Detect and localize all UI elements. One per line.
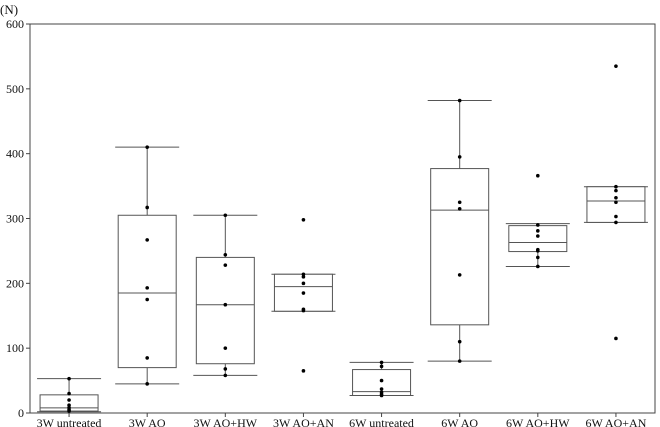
data-point [536,247,540,252]
box-series [37,100,648,413]
data-point [614,220,618,225]
data-point [457,206,462,211]
data-point [536,223,540,227]
data-point [614,195,618,200]
x-tick-label: 3W untreated [37,416,102,427]
data-point [614,200,618,205]
data-point [301,369,306,373]
data-point [536,264,540,269]
x-tick-label: 3W AO+AN [273,416,334,427]
data-point [457,200,462,205]
data-point [536,229,540,233]
data-point [145,356,149,360]
data-point [145,205,149,210]
data-point [145,238,149,242]
y-tick-label: 500 [6,82,24,96]
data-point [301,281,306,286]
y-tick-label: 100 [6,341,24,355]
y-tick-label: 0 [18,406,24,420]
data-point [457,98,462,103]
data-point [457,359,462,363]
data-point [379,390,384,395]
data-point [301,272,306,277]
data-point [223,213,228,218]
data-point [614,336,618,341]
x-tick-label: 6W AO+AN [585,416,646,427]
x-tick-label: 3W AO [129,416,166,427]
data-point [379,387,384,391]
data-point [614,64,618,68]
data-points [67,64,618,413]
data-point [379,360,384,365]
data-point [223,263,228,267]
box-3 [193,214,258,376]
data-point [67,376,71,381]
data-point [614,214,618,219]
x-tick-label: 6W untreated [349,416,414,427]
x-axis: 3W untreated 3W AO 3W AO+HW 3W AO+AN 6W untr… [37,413,647,427]
y-tick-label: 600 [6,17,24,31]
data-point [301,291,306,295]
data-point [614,184,618,189]
y-tick-label: 300 [6,212,24,226]
data-point [67,391,71,396]
data-point [223,253,228,257]
y-tick-label: 400 [6,147,24,161]
data-point [457,155,462,159]
data-point [536,255,540,260]
data-point [67,398,71,402]
data-point [457,339,462,344]
data-point [67,406,71,410]
data-point [457,273,462,277]
data-point [145,286,149,290]
y-tick-label: 200 [6,276,24,290]
data-point [301,307,306,312]
data-point [379,378,384,383]
x-tick-label: 6W AO+HW [506,416,570,427]
data-point [379,364,384,369]
box-2 [115,146,180,385]
x-tick-label: 3W AO+HW [194,416,258,427]
iqr-box [430,168,490,326]
data-point [223,302,228,307]
iqr-box [195,256,255,365]
data-point [145,145,149,149]
data-point [67,403,71,408]
data-point [536,173,540,178]
data-point [223,373,228,378]
y-axis: 0 100 200 300 400 500 600 [6,17,30,420]
y-axis-unit-label: (N) [0,2,18,17]
data-point [536,234,540,238]
data-point [145,382,149,386]
data-point [614,188,618,193]
data-point [145,297,149,302]
data-point [301,275,306,279]
data-point [223,346,228,350]
data-point [301,217,306,222]
x-tick-label: 6W AO [441,416,478,427]
box-6 [427,100,492,362]
box-5 [349,361,414,396]
data-point [223,367,228,371]
